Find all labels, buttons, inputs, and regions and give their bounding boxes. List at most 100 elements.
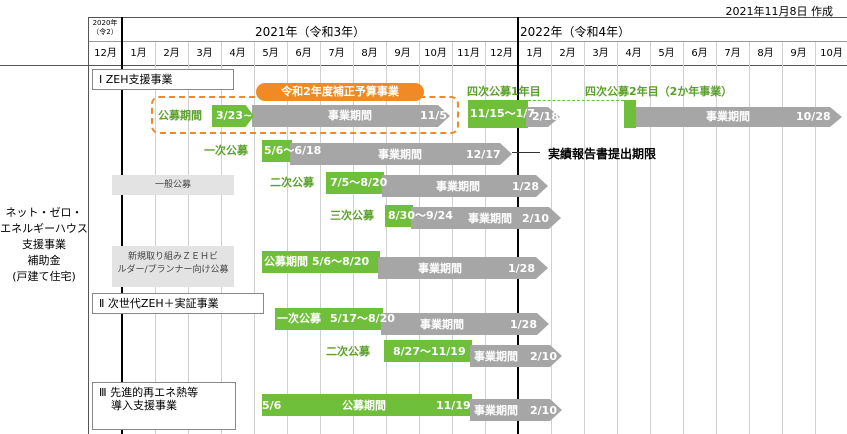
section-renewable-heat-line-1: Ⅲ 先進的再エネ熱等 (99, 386, 199, 399)
month-grid-line (188, 42, 189, 434)
ichiji-green-bar (262, 140, 292, 162)
month-grid-line (320, 42, 321, 434)
month-grid-line (617, 42, 618, 434)
general-call-box: 一般公募 (112, 175, 234, 195)
report-deadline-label: 実績報告書提出期限 (548, 147, 657, 161)
yoji1-project-bar (526, 107, 560, 127)
month-header-7: 7月 (328, 48, 345, 59)
program-label: ネット・ゼロ・ エネルギーハウス 支援事業 補助金 (戸建て住宅) (0, 205, 88, 285)
month-header-6: 6月 (295, 48, 312, 59)
supp-project-label: 事業期間 (328, 109, 372, 122)
month-grid-line (683, 42, 684, 434)
month-header-16: 4月 (625, 48, 642, 59)
year-2022-label: 2022年（令和4年） (520, 25, 631, 39)
s2-niji-project-bar (470, 345, 562, 367)
year-2020-label: 2020年 (92, 19, 118, 27)
supp-green-bar (212, 105, 254, 127)
s3-project-bar (470, 399, 562, 421)
niji-project-label: 事業期間 (436, 180, 480, 193)
month-grid-line (749, 42, 750, 434)
report-deadline-arrow (512, 152, 540, 153)
supp-project-bar (252, 105, 450, 127)
month-header-8: 8月 (361, 48, 378, 59)
sanji-project-bar (411, 207, 561, 229)
month-grid-line (353, 42, 354, 434)
yoji2-project-bar (636, 107, 842, 127)
month-grid-line (815, 42, 816, 434)
niji-date: 7/5～8/20 (330, 176, 388, 189)
program-label-line-2: エネルギーハウス (0, 222, 88, 235)
month-grid-line (551, 42, 552, 434)
month-grid-line (485, 42, 486, 434)
yoji1-label: 四次公募1年目 (467, 85, 541, 98)
yoji1-green-bar (468, 100, 528, 128)
ichiji-date: 5/6～6/18 (264, 144, 322, 157)
yoji2-end: 10/28 (796, 110, 831, 123)
month-header-3: 3月 (196, 48, 213, 59)
month-header-19: 7月 (724, 48, 741, 59)
s3-koubo-end: 11/19 (436, 399, 471, 412)
s3-start: 5/6 (262, 399, 282, 412)
sanji-date: 8/30～9/24 (388, 209, 453, 222)
ichiji-end: 12/17 (466, 148, 501, 161)
month-header-12: 12月 (490, 48, 513, 59)
header-bottom-line (0, 65, 847, 66)
month-grid-line (650, 42, 651, 434)
year-2020-cell: 2020年 （令2） (89, 19, 121, 37)
s2-niji-project-label: 事業期間 (474, 350, 518, 363)
shinki-project-bar (378, 257, 548, 279)
s2-niji-label: 二次公募 (326, 345, 370, 358)
new-builder-line-1: 新規取り組みＺＥＨビ (127, 252, 218, 262)
month-header-14: 2月 (559, 48, 576, 59)
month-header-9: 9月 (394, 48, 411, 59)
month-grid-line (782, 42, 783, 434)
niji-green-bar (326, 172, 384, 194)
s3-end: 2/10 (530, 404, 557, 417)
yoji1-end: 2/18 (532, 110, 559, 123)
month-grid-line (419, 42, 420, 434)
month-header-15: 3月 (592, 48, 609, 59)
s2-ichiji-green-bar (275, 308, 383, 330)
month-header-5: 5月 (262, 48, 279, 59)
yoji2-label: 四次公募2年目（2か年事業） (585, 85, 733, 98)
supp-koubo-date: 3/23~ (216, 109, 253, 122)
month-header-18: 6月 (691, 48, 708, 59)
s2-ichiji-date: 5/17～8/20 (330, 312, 395, 325)
year-2021-label: 2021年（令和3年） (255, 25, 366, 39)
month-grid-line (254, 42, 255, 434)
section-renewable-heat-line-2: 導入支援事業 (111, 399, 177, 412)
s2-ichiji-end: 1/28 (510, 318, 537, 331)
niji-project-bar (382, 175, 548, 197)
niji-end: 1/28 (512, 180, 539, 193)
sanji-green-bar (385, 205, 413, 227)
niji-label: 二次公募 (270, 176, 314, 189)
month-grid-line (287, 42, 288, 434)
month-grid-line (155, 42, 156, 434)
program-label-line-3: 支援事業 (22, 238, 66, 251)
program-label-line-5: (戸建て住宅) (12, 270, 76, 283)
sanji-label: 三次公募 (330, 209, 374, 222)
month-grid-line (221, 42, 222, 434)
month-header-4: 4月 (229, 48, 246, 59)
s2-ichiji-label: 一次公募 (277, 312, 321, 325)
year-2021-boundary (121, 17, 123, 434)
section-zeh-support: Ⅰ ZEH支援事業 (92, 69, 234, 90)
month-grid-line (452, 42, 453, 434)
supp-koubo-label: 公募期間 (158, 109, 202, 122)
supplementary-budget-badge: 令和2年度補正予算事業 (256, 83, 424, 101)
month-grid-line (716, 42, 717, 434)
month-header-10: 10月 (424, 48, 447, 59)
month-header-1: 1月 (130, 48, 147, 59)
s2-niji-date: 8/27～11/19 (393, 345, 466, 358)
month-header-0: 12月 (94, 48, 117, 59)
sanji-end: 2/10 (522, 212, 549, 225)
month-header-20: 8月 (757, 48, 774, 59)
created-date: 2021年11月8日 作成 (725, 5, 834, 18)
month-header-17: 5月 (658, 48, 675, 59)
section-next-gen-zeh: Ⅱ 次世代ZEH＋実証事業 (92, 293, 264, 314)
s3-green-bar (262, 394, 472, 416)
s2-ichiji-project-bar (381, 313, 549, 335)
shinki-project-label: 事業期間 (418, 262, 462, 275)
ichiji-project-label: 事業期間 (378, 148, 422, 161)
header-top-line (88, 17, 847, 18)
